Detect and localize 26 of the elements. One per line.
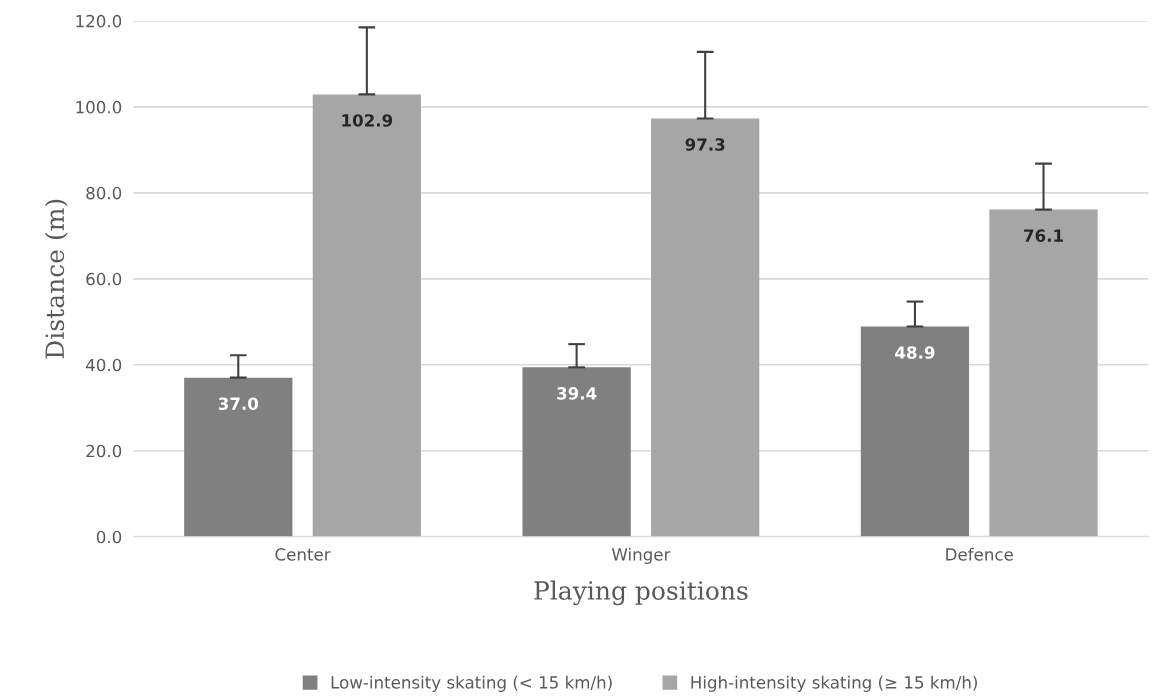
bar [522, 367, 631, 537]
legend-label: Low-intensity skating (< 15 km/h) [331, 675, 612, 692]
bar [860, 326, 970, 537]
x-tick-label: Winger [611, 547, 671, 564]
data-label: 76.1 [1024, 229, 1063, 242]
data-label: 39.4 [557, 387, 597, 400]
y-axis-title: Distance (m) [44, 199, 68, 359]
bar [989, 209, 1098, 537]
y-tick-label: 0.0 [96, 530, 122, 544]
y-tick-label: 20.0 [86, 444, 122, 458]
data-label: 97.3 [685, 138, 725, 151]
y-tick-label: 40.0 [85, 358, 122, 372]
x-tick-label: Defence [946, 547, 1013, 561]
x-tick-label: Center [275, 548, 331, 561]
data-label: 102.9 [342, 114, 393, 127]
y-tick-label: 80.0 [86, 186, 122, 200]
y-tick-label: 100.0 [76, 100, 122, 114]
bar [312, 94, 421, 537]
data-label: 48.9 [895, 346, 935, 359]
bar [651, 118, 760, 537]
y-tick-label: 60.0 [86, 272, 122, 286]
data-label: 37.0 [218, 397, 259, 410]
legend-label: High-intensity skating (≥ 15 km/h) [691, 675, 977, 692]
y-tick-label: 120.0 [76, 14, 122, 28]
bar [184, 377, 293, 537]
x-axis-title: Playing positions [534, 580, 748, 606]
